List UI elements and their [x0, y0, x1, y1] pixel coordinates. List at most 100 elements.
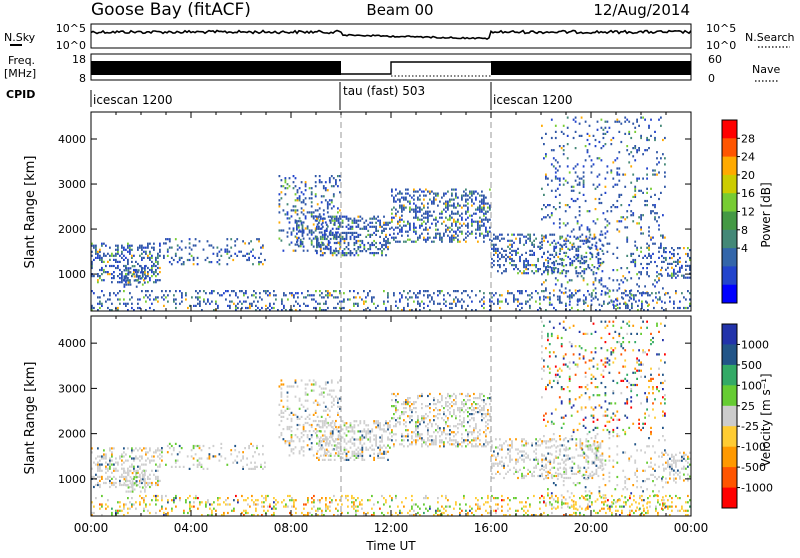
range-cell	[497, 465, 499, 467]
range-cell	[447, 219, 449, 221]
range-cell	[646, 149, 648, 151]
range-cell	[557, 242, 559, 244]
range-cell	[567, 204, 569, 206]
range-cell	[403, 411, 405, 413]
range-cell	[309, 430, 311, 432]
range-cell	[646, 204, 648, 206]
range-cell	[95, 484, 97, 486]
range-cell	[333, 307, 335, 309]
range-cell	[287, 418, 289, 420]
range-cell	[359, 228, 361, 230]
range-cell	[287, 298, 289, 300]
range-cell	[397, 211, 399, 213]
range-cell	[429, 211, 431, 213]
range-cell	[417, 427, 419, 429]
range-cell	[361, 445, 363, 447]
range-cell	[111, 451, 113, 453]
range-cell	[427, 213, 429, 215]
range-cell	[253, 294, 255, 296]
range-cell	[664, 186, 666, 188]
range-cell	[616, 228, 618, 230]
range-cell	[331, 207, 333, 209]
range-cell	[665, 269, 667, 271]
range-cell	[479, 209, 481, 211]
range-cell	[491, 240, 493, 242]
range-cell	[258, 240, 260, 242]
range-cell	[622, 275, 624, 277]
range-cell	[325, 381, 327, 383]
range-cell	[679, 301, 681, 303]
range-cell	[427, 445, 429, 447]
range-cell	[157, 482, 159, 484]
range-cell	[342, 254, 344, 256]
range-cell	[357, 226, 359, 228]
range-cell	[577, 304, 579, 306]
range-cell	[121, 245, 123, 247]
range-cell	[445, 397, 447, 399]
range-cell	[175, 460, 177, 462]
range-cell	[537, 461, 539, 463]
range-cell	[445, 415, 447, 417]
range-cell	[443, 407, 445, 409]
range-cell	[283, 292, 285, 294]
range-cell	[361, 438, 363, 440]
range-cell	[658, 224, 660, 226]
range-cell	[529, 240, 531, 242]
range-cell	[220, 255, 222, 257]
cpid-mode-3: icescan 1200	[493, 93, 572, 107]
range-cell	[455, 395, 457, 397]
freq-top-tick: 18	[72, 53, 86, 66]
range-cell	[281, 240, 283, 242]
range-cell	[423, 419, 425, 421]
range-cell	[387, 301, 389, 303]
range-cell	[459, 301, 461, 303]
range-cell	[377, 248, 379, 250]
range-cell	[573, 294, 575, 296]
range-cell	[455, 197, 457, 199]
range-cell	[463, 399, 465, 401]
range-cell	[519, 258, 521, 260]
range-cell	[421, 433, 423, 435]
range-cell	[291, 448, 293, 450]
range-cell	[553, 240, 555, 242]
range-cell	[661, 261, 663, 263]
range-cell	[445, 437, 447, 439]
range-cell	[529, 307, 531, 309]
range-cell	[654, 139, 656, 141]
range-cell	[105, 468, 107, 470]
range-cell	[387, 248, 389, 250]
range-cell	[283, 412, 285, 414]
range-cell	[393, 393, 395, 395]
range-cell	[399, 301, 401, 303]
range-cell	[481, 203, 483, 205]
range-cell	[679, 271, 681, 273]
range-cell	[205, 259, 207, 261]
range-cell	[597, 218, 599, 220]
range-cell	[419, 395, 421, 397]
range-cell	[383, 290, 385, 292]
range-cell	[344, 216, 346, 218]
range-cell	[227, 290, 229, 292]
range-cell	[373, 252, 375, 254]
range-cell	[423, 205, 425, 207]
range-cell	[263, 290, 265, 292]
range-cell	[316, 436, 318, 438]
range-cell	[610, 143, 612, 145]
range-cell	[238, 251, 240, 253]
range-cell	[329, 181, 331, 183]
range-cell	[99, 307, 101, 309]
range-cell	[151, 275, 153, 277]
range-cell	[591, 244, 593, 246]
range-cell	[144, 472, 146, 474]
range-cell	[525, 457, 527, 459]
range-cell	[479, 405, 481, 407]
range-cell	[199, 445, 201, 447]
range-cell	[439, 239, 441, 241]
range-cell	[409, 203, 411, 205]
range-cell	[447, 191, 449, 193]
range-cell	[283, 406, 285, 408]
range-cell	[631, 307, 633, 309]
range-cell	[616, 279, 618, 281]
range-cell	[338, 451, 340, 453]
range-cell	[295, 381, 297, 383]
